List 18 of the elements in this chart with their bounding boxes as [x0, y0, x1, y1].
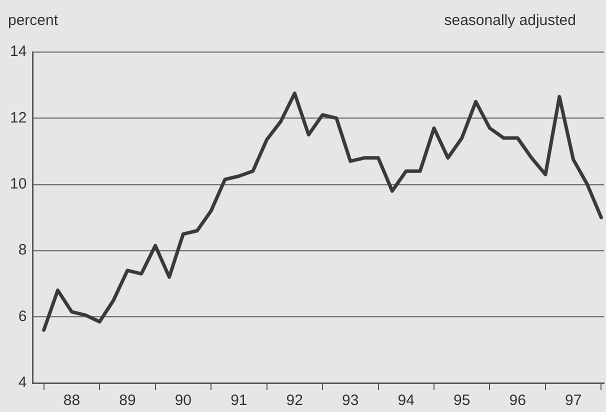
y-tick-label: 4: [18, 374, 27, 392]
y-tick-label: 12: [10, 109, 27, 126]
x-tick-label: 94: [398, 392, 414, 410]
y-tick-label: 6: [18, 308, 27, 325]
x-tick-label: 91: [230, 392, 248, 410]
x-tick-label: 89: [119, 392, 136, 410]
x-tick-label: 92: [286, 392, 303, 410]
y-axis-title: percent: [8, 12, 58, 29]
text: seasonally adjusted: [444, 12, 576, 29]
y-tick-label: 8: [18, 242, 27, 259]
x-tick-label: 96: [509, 392, 526, 410]
y-tick-label: 14: [10, 43, 27, 60]
x-tick-label: 95: [454, 392, 470, 410]
x-tick-label: 97: [565, 392, 582, 410]
x-tick-label: 88: [63, 392, 80, 410]
y-tick-label: 10: [10, 176, 27, 193]
x-tick-label: 90: [174, 392, 192, 410]
x-tick-label: 93: [342, 392, 359, 410]
